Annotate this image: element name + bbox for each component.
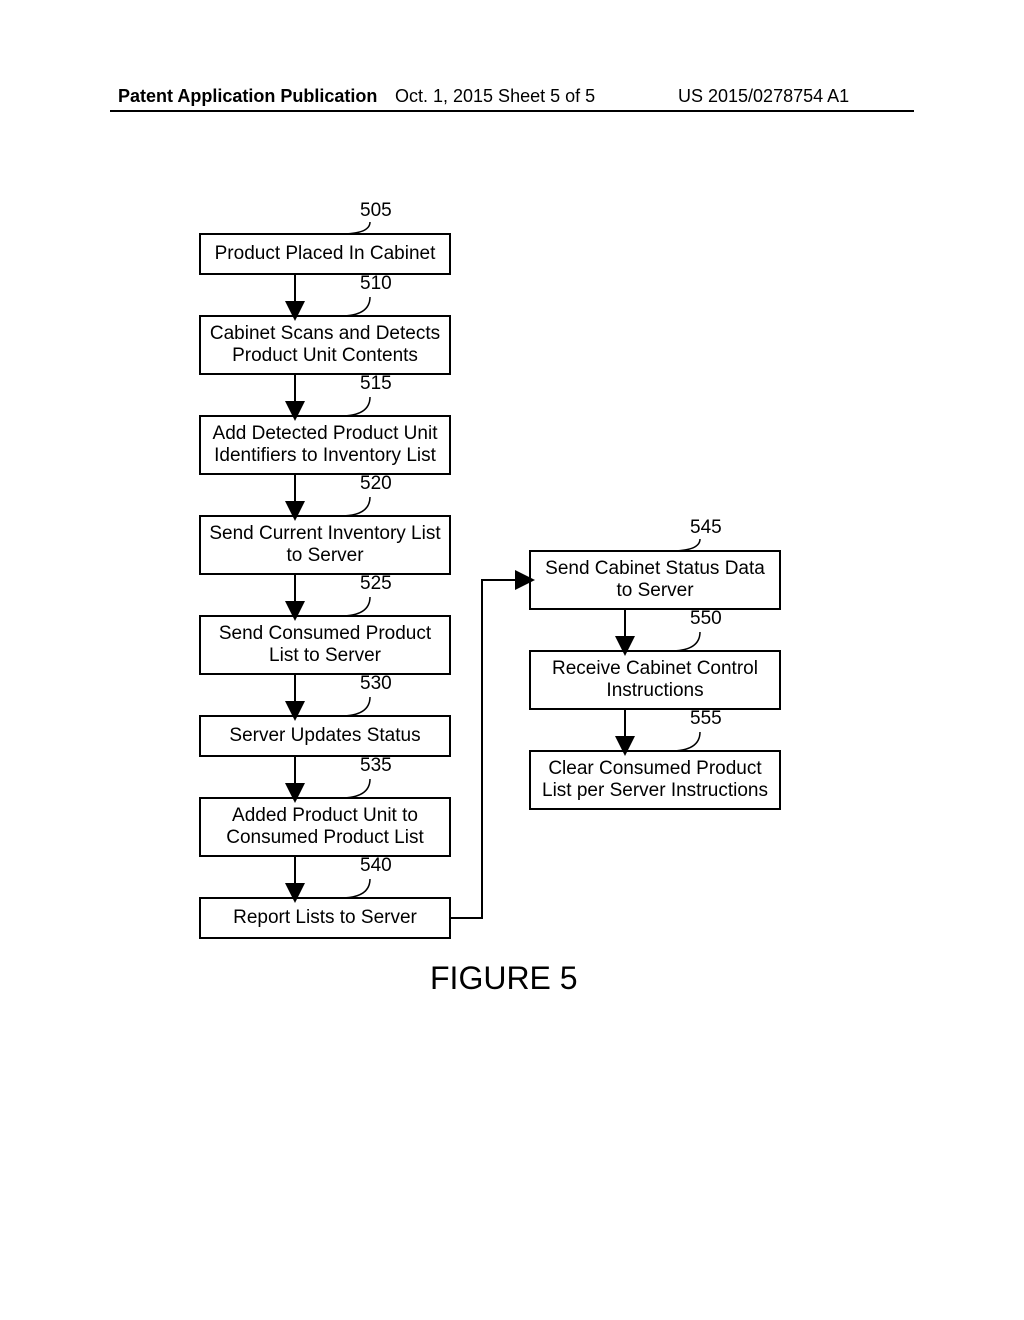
flow-box-label: Identifiers to Inventory List	[214, 445, 436, 466]
flow-box-label: to Server	[616, 580, 694, 601]
flow-box-label: Send Consumed Product	[219, 623, 432, 644]
flow-box-label: Receive Cabinet Control	[552, 658, 758, 679]
ref-num-505: 505	[360, 200, 392, 221]
ref-leader	[670, 539, 700, 551]
ref-leader	[340, 397, 370, 416]
ref-leader	[670, 732, 700, 751]
ref-leader	[340, 222, 370, 234]
ref-num-550: 550	[690, 608, 722, 629]
flow-box-label: Report Lists to Server	[233, 907, 417, 928]
flow-box-label: Send Current Inventory List	[209, 523, 441, 544]
flow-box-label: List to Server	[269, 645, 382, 666]
ref-num-540: 540	[360, 855, 392, 876]
ref-num-545: 545	[690, 517, 722, 538]
flow-box-label: Add Detected Product Unit	[213, 423, 439, 444]
ref-leader	[340, 779, 370, 798]
flow-box-label: Cabinet Scans and Detects	[210, 323, 440, 344]
flow-box-label: Instructions	[606, 680, 703, 701]
flow-box-label: List per Server Instructions	[542, 780, 768, 801]
ref-num-520: 520	[360, 473, 392, 494]
ref-leader	[670, 632, 700, 651]
ref-leader	[340, 497, 370, 516]
flow-box-label: Clear Consumed Product	[548, 758, 762, 779]
ref-leader	[340, 597, 370, 616]
ref-num-515: 515	[360, 373, 392, 394]
flow-box-label: to Server	[286, 545, 364, 566]
ref-leader	[340, 697, 370, 716]
ref-num-530: 530	[360, 673, 392, 694]
figure-title: FIGURE 5	[430, 960, 578, 997]
ref-num-535: 535	[360, 755, 392, 776]
flow-box-label: Product Unit Contents	[232, 345, 418, 366]
flow-box-label: Added Product Unit to	[232, 805, 418, 826]
flow-box-label: Consumed Product List	[226, 827, 424, 848]
ref-leader	[340, 297, 370, 316]
flow-box-label: Product Placed In Cabinet	[215, 243, 436, 264]
flowchart-svg: Product Placed In Cabinet Cabinet Scans a…	[0, 0, 1024, 1320]
ref-num-510: 510	[360, 273, 392, 294]
ref-leader	[340, 879, 370, 898]
flow-box-label: Send Cabinet Status Data	[545, 558, 765, 579]
flow-connector	[450, 580, 525, 918]
ref-num-525: 525	[360, 573, 392, 594]
ref-num-555: 555	[690, 708, 722, 729]
flow-box-label: Server Updates Status	[229, 725, 420, 746]
